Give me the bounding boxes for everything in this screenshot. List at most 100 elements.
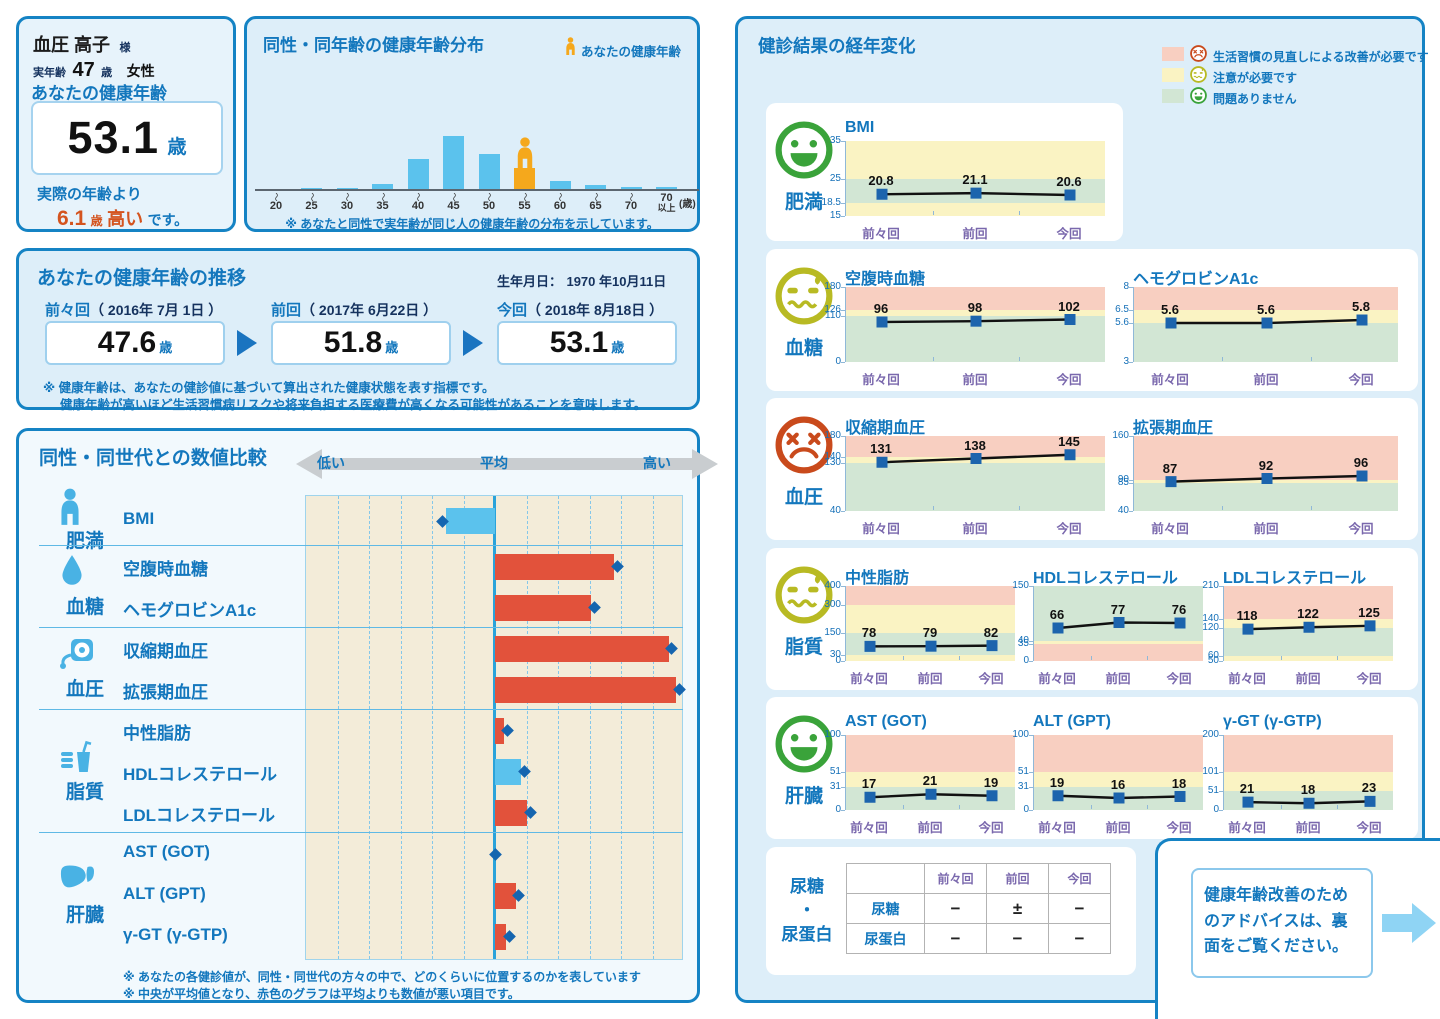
- chart-title: ヘモグロビンA1c: [1133, 271, 1259, 288]
- legend-swatch: [1162, 68, 1184, 82]
- y-tick-label: 85: [1117, 476, 1129, 488]
- x-axis-label: 今回: [1348, 373, 1374, 387]
- chart-title: ALT (GPT): [1033, 713, 1111, 730]
- y-tick-label: 5.6: [1115, 317, 1129, 328]
- y-tick-label: 210: [1202, 580, 1219, 591]
- x-axis-label: 前々回: [862, 522, 900, 536]
- trend-age-value: 47.6: [97, 326, 157, 359]
- value-diamond-marker: [488, 847, 502, 861]
- caution-face-icon: [775, 566, 833, 629]
- urine-col-header: 前回: [986, 863, 1049, 894]
- data-value-label: 118: [1236, 608, 1258, 624]
- distribution-x-label: 〜 45: [447, 192, 460, 212]
- real-age-value: 47: [72, 59, 95, 81]
- liver-icon: [59, 862, 95, 897]
- trend-title: あなたの健康年齢の推移: [37, 268, 247, 289]
- x-axis-label: 前々回: [1038, 821, 1076, 835]
- see-back-arrow-icon: [1382, 903, 1436, 943]
- caution-face-icon: [1190, 66, 1207, 88]
- chart-band: [846, 462, 1105, 511]
- y-tick-mark: [1029, 735, 1033, 736]
- urine-corner-cell: [846, 863, 925, 894]
- y-tick-label: 6.5: [1115, 303, 1129, 315]
- chart-title: HDLコレステロール: [1033, 570, 1178, 587]
- legend-label: 注意が必要です: [1213, 71, 1298, 85]
- y-tick-mark: [1029, 586, 1033, 587]
- distribution-footnote: ※ あなたと同性で実年齢が同じ人の健康年齢の分布を示しています。: [285, 217, 659, 231]
- grid-line: [526, 496, 528, 959]
- chart-band: [1224, 772, 1393, 791]
- birthdate-label: 生年月日：: [497, 274, 563, 289]
- patient-name: 血圧 高子: [33, 35, 111, 55]
- chart-band: [1224, 735, 1393, 773]
- health-age-trend-box: 53.1 歳: [497, 321, 677, 365]
- y-tick-mark: [1129, 309, 1133, 311]
- y-tick-label: 100: [1012, 729, 1029, 740]
- y-tick-mark: [1129, 287, 1133, 288]
- group-separator-line: [39, 832, 683, 833]
- x-tick-mark: [933, 211, 934, 215]
- distribution-x-label: 〜 55: [518, 192, 531, 212]
- trend-line: [1052, 790, 1186, 804]
- group-label: 肥満: [784, 192, 823, 213]
- urine-row-label: 尿糖: [846, 893, 925, 924]
- birthdate-value: 1970 年10月11日: [566, 274, 667, 289]
- y-tick-mark: [841, 316, 845, 318]
- x-tick-mark: [1281, 656, 1282, 660]
- y-tick-mark: [841, 632, 845, 634]
- y-tick-label: 51: [829, 765, 841, 777]
- y-tick-label: 300: [824, 598, 841, 610]
- y-tick-label: 30: [829, 649, 841, 661]
- urine-side-label: 尿糖・尿蛋白: [772, 847, 842, 975]
- distribution-bar: [656, 187, 677, 189]
- data-value-label: 92: [1258, 457, 1274, 473]
- category-label: 肝臓: [65, 905, 104, 926]
- chart-band: [1134, 482, 1398, 511]
- urine-side-line: ・: [798, 901, 816, 920]
- chart-band: [846, 655, 1015, 661]
- urine-panel: 尿糖・尿蛋白 前々回 前回 今回 尿糖 − ± − 尿蛋白 − − −: [766, 847, 1136, 975]
- trend-age-unit: 歳: [611, 340, 625, 355]
- comparison-bar: [495, 882, 516, 909]
- y-tick-mark: [1219, 656, 1223, 658]
- urine-table: 前々回 前回 今回 尿糖 − ± − 尿蛋白 − − −: [846, 863, 1111, 954]
- sad-face-icon: [775, 416, 833, 479]
- x-axis-label: 前々回: [862, 373, 900, 387]
- grid-line: [463, 496, 465, 959]
- x-axis-label: 前々回: [1228, 821, 1266, 835]
- visit-name: 今回: [497, 302, 528, 319]
- visit-label: 前回（ 2017年 6月22日 ）: [271, 299, 437, 320]
- y-tick-label: 120: [1202, 622, 1219, 634]
- data-value-label: 20.6: [1056, 174, 1082, 189]
- y-tick-mark: [841, 604, 845, 606]
- trend-age-unit: 歳: [159, 340, 173, 355]
- patient-honorific: 様: [119, 42, 131, 54]
- trend-line: [876, 187, 1076, 201]
- data-value-label: 125: [1358, 604, 1380, 620]
- y-tick-label: 90: [1117, 473, 1129, 485]
- health-age-value-box: 53.1 歳: [31, 101, 223, 175]
- y-tick-mark: [1219, 735, 1223, 736]
- y-tick-mark: [1219, 661, 1223, 662]
- distribution-x-axis: [255, 189, 699, 191]
- chart-plot: [1223, 586, 1393, 661]
- y-tick-mark: [1219, 586, 1223, 587]
- distribution-x-label: 〜 60: [553, 192, 567, 212]
- chart-band: [1134, 323, 1398, 362]
- y-tick-label: 18.5: [821, 196, 841, 208]
- x-tick-mark: [903, 656, 904, 660]
- group-label: 血圧: [784, 487, 823, 508]
- y-tick-label: 101: [1202, 766, 1219, 778]
- y-tick-mark: [1219, 772, 1223, 774]
- y-tick-mark: [841, 586, 845, 587]
- y-tick-mark: [1129, 323, 1133, 324]
- y-tick-label: 35: [829, 135, 841, 146]
- y-tick-label: 40: [1117, 505, 1129, 516]
- metric-label: 空腹時血糖: [123, 559, 208, 579]
- y-tick-label: 126: [824, 303, 841, 315]
- chart-band: [846, 309, 1105, 317]
- trend-age-value: 51.8: [323, 326, 383, 359]
- trend-age-unit: 歳: [385, 340, 399, 355]
- comparison-plot-area: [305, 495, 686, 960]
- y-tick-label: 51: [1207, 784, 1219, 796]
